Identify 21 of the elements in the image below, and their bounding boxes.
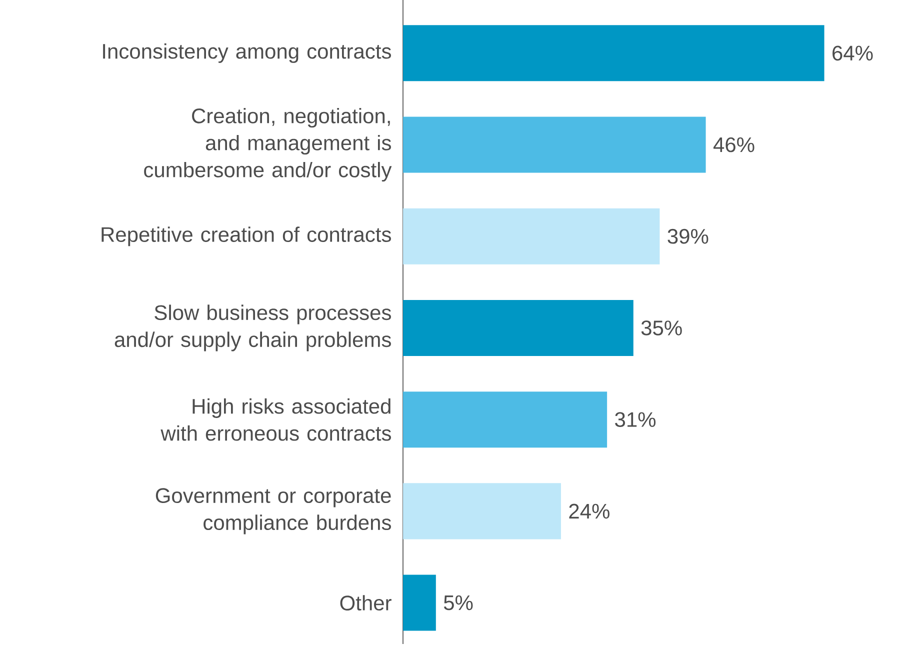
data-label: 24% bbox=[569, 504, 610, 519]
y-tick-label: Creation, negotiation, and management is cumbersome and/or costly bbox=[144, 108, 392, 182]
data-label: 39% bbox=[668, 228, 708, 244]
y-tick-label: Other bbox=[340, 595, 392, 611]
y-tick-label: High risks associated with erroneous contracts bbox=[160, 398, 391, 441]
bar bbox=[402, 392, 608, 448]
y-tick-label: Government or corporate compliance burdens bbox=[156, 488, 391, 534]
bar bbox=[402, 208, 660, 264]
y-tick-label: Repetitive creation of contracts bbox=[102, 226, 391, 246]
data-label: 35% bbox=[641, 320, 682, 336]
y-tick-label: Slow business processes and/or supply chain problems bbox=[114, 304, 391, 352]
data-label: 64% bbox=[832, 46, 873, 61]
bar bbox=[402, 574, 436, 631]
data-label: 46% bbox=[713, 137, 754, 152]
y-tick-label: Inconsistency among contracts bbox=[103, 43, 391, 63]
bar bbox=[402, 25, 824, 82]
data-label: 31% bbox=[615, 412, 656, 428]
bar bbox=[402, 116, 706, 173]
data-label: 5% bbox=[444, 595, 473, 610]
bar bbox=[402, 300, 634, 356]
bar bbox=[402, 483, 561, 540]
